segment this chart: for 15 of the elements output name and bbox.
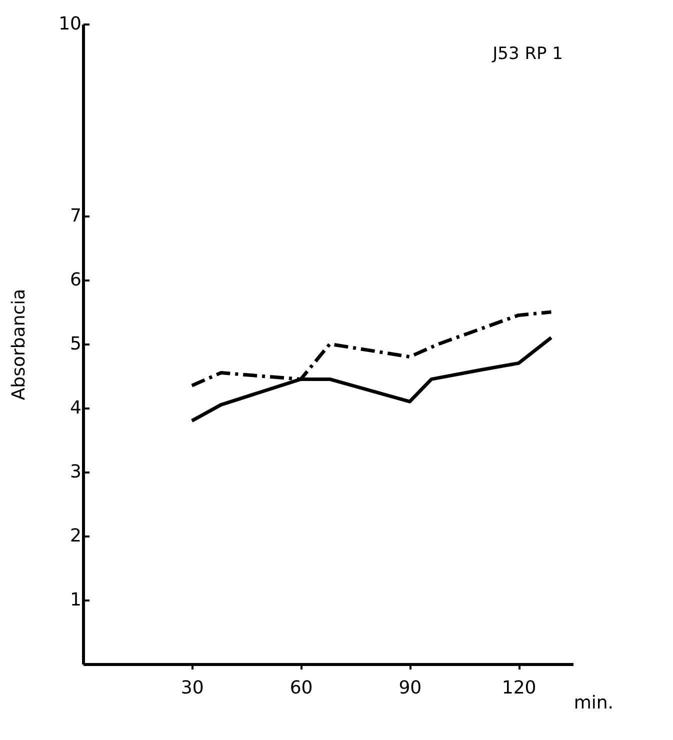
x-tick-label: 90 <box>398 678 422 698</box>
y-tick-label: 5 <box>70 334 82 354</box>
x-tick-label: 30 <box>180 678 204 698</box>
x-tick-label: 60 <box>290 678 313 698</box>
y-tick-label: 2 <box>70 526 82 546</box>
y-tick-label: 1 <box>70 590 82 610</box>
annotation: J53 RP 1 <box>492 44 563 64</box>
x-tick-label: 120 <box>502 678 536 698</box>
y-tick-label: 6 <box>70 270 82 290</box>
y-tick-label: 3 <box>70 462 82 482</box>
y-axis-title: Absorbancia <box>8 288 30 400</box>
y-tick-label: 4 <box>70 398 82 418</box>
y-tick-label: 10 <box>58 14 82 34</box>
y-tick-label: 7 <box>70 206 82 226</box>
x-axis-title: min. <box>574 692 614 714</box>
